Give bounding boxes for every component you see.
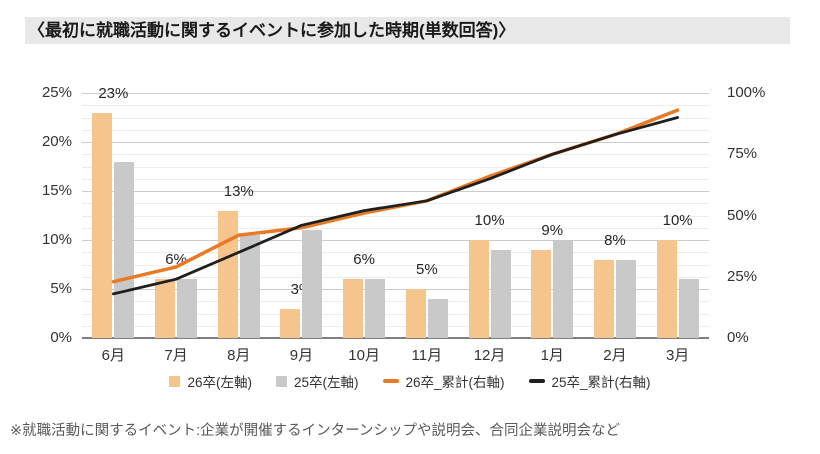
x-axis-label: 9月 xyxy=(289,347,314,364)
gridline xyxy=(82,154,709,156)
legend-square-marker xyxy=(275,375,287,387)
data-label: 13% xyxy=(223,182,254,200)
legend-square-marker xyxy=(169,375,181,387)
gridline xyxy=(82,289,709,290)
gridline xyxy=(82,93,709,94)
line-25卒_累計(右軸) xyxy=(112,116,679,296)
legend-line-marker xyxy=(382,379,399,383)
bar-25卒(左軸) xyxy=(365,279,386,338)
bar-26卒(左軸) xyxy=(343,279,364,338)
gridline xyxy=(82,142,709,143)
line-26卒_累計(右軸) xyxy=(111,108,680,284)
bar-25卒(左軸) xyxy=(553,240,574,338)
bar-26卒(左軸) xyxy=(405,289,426,338)
legend-item: 25卒(左軸) xyxy=(275,371,359,391)
data-label: 10% xyxy=(662,212,693,229)
bar-25卒(左軸) xyxy=(302,230,323,338)
bar-26卒(左軸) xyxy=(468,240,489,338)
gridline xyxy=(82,166,709,168)
x-axis-label: 1月 xyxy=(540,347,564,364)
bar-26卒(左軸) xyxy=(155,279,176,338)
left-axis-tick: 15% xyxy=(41,182,72,199)
legend-line-marker xyxy=(528,379,545,383)
bar-25卒(左軸) xyxy=(490,249,511,338)
x-axis-label: 7月 xyxy=(164,347,188,364)
gridline xyxy=(82,203,709,205)
left-axis-tick: 20% xyxy=(41,133,72,150)
bar-26卒(左軸) xyxy=(92,112,113,338)
gridline xyxy=(82,117,709,119)
left-axis-tick: 10% xyxy=(41,231,72,248)
legend-label: 25卒(左軸) xyxy=(293,375,359,390)
left-axis-tick: 5% xyxy=(50,280,72,297)
gridline xyxy=(82,264,709,266)
data-label: 9% xyxy=(541,221,564,239)
cumulative-lines xyxy=(111,108,680,296)
bar-26卒(左軸) xyxy=(593,259,614,338)
gridline xyxy=(82,178,709,180)
gridline xyxy=(82,215,709,217)
gridline xyxy=(82,325,709,327)
left-axis-tick: 0% xyxy=(50,329,72,346)
gridline xyxy=(82,313,709,315)
bar-25卒(左軸) xyxy=(615,259,636,338)
gridline xyxy=(82,240,709,241)
data-label: 8% xyxy=(604,231,626,249)
x-axis-label: 8月 xyxy=(227,347,251,364)
data-label: 5% xyxy=(416,261,438,278)
plot-area: 23% 6% 13% 3% 6% 5% 10% 9% 8% 10% xyxy=(82,85,709,339)
data-label: 10% xyxy=(474,212,505,229)
left-axis-tick: 25% xyxy=(41,84,72,101)
legend-label: 26卒_累計(右軸) xyxy=(405,375,505,390)
data-label: 23% xyxy=(98,84,129,102)
legend-item: 26卒_累計(右軸) xyxy=(382,371,505,391)
x-axis-label: 2月 xyxy=(603,347,627,364)
data-label: 6% xyxy=(353,251,375,269)
legend-label: 25卒_累計(右軸) xyxy=(551,375,651,390)
chart-title: 〈最初に就職活動に関するイベントに参加した時期(単数回答)〉 xyxy=(25,17,790,44)
bar-25卒(左軸) xyxy=(678,279,699,338)
gridline xyxy=(82,105,709,107)
bar-26卒(左軸) xyxy=(280,308,301,338)
legend-item: 26卒(左軸) xyxy=(169,371,252,391)
right-axis-tick: 25% xyxy=(727,267,758,285)
bar-26卒(左軸) xyxy=(656,240,677,338)
right-axis-tick: 75% xyxy=(727,145,758,163)
legend-item: 25卒_累計(右軸) xyxy=(528,371,651,391)
right-axis-tick: 50% xyxy=(727,206,758,224)
bar-25卒(左軸) xyxy=(239,235,260,338)
right-axis-tick: 0% xyxy=(727,329,749,346)
x-axis-label: 10月 xyxy=(348,347,380,364)
gridline xyxy=(82,227,709,229)
gridline xyxy=(82,276,709,278)
x-axis-label: 11月 xyxy=(411,347,443,364)
x-axis-line xyxy=(82,337,709,339)
legend-label: 26卒(左軸) xyxy=(187,375,252,390)
gridline xyxy=(82,129,709,131)
gridline xyxy=(82,252,709,254)
x-axis-label: 3月 xyxy=(665,347,690,364)
x-axis-label: 6月 xyxy=(101,347,126,364)
bar-25卒(左軸) xyxy=(177,279,198,338)
bar-25卒(左軸) xyxy=(427,298,448,338)
gridline xyxy=(82,301,709,303)
right-axis-tick: 100% xyxy=(727,84,766,101)
x-axis-label: 12月 xyxy=(473,347,506,364)
bar-26卒(左軸) xyxy=(531,249,552,338)
footnote: ※就職活動に関するイベント:企業が開催するインターンシップや説明会、合同企業説明… xyxy=(10,423,620,439)
gridline xyxy=(82,191,709,192)
chart-legend: 26卒(左軸) 25卒(左軸) 26卒_累計(右軸) 25卒_累計(右軸) xyxy=(0,371,820,391)
